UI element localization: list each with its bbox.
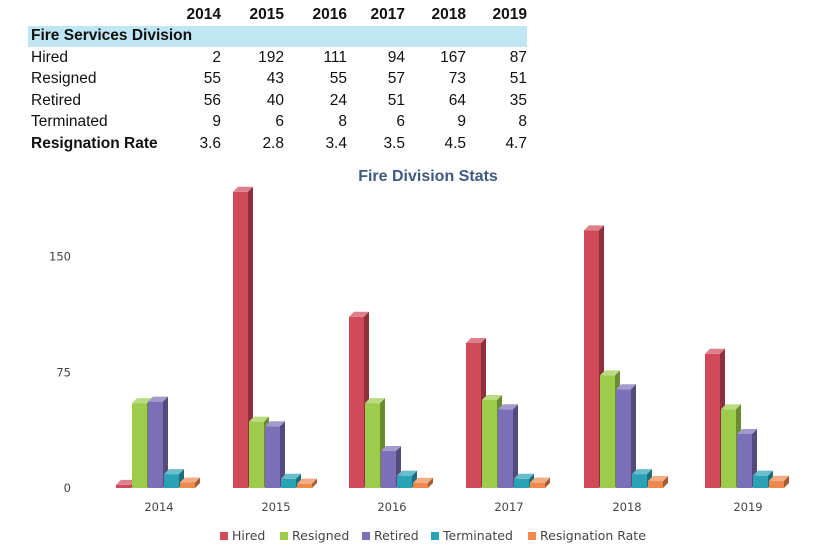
table-cell: 51	[387, 91, 405, 109]
table-cell: 43	[266, 70, 284, 88]
legend-item: Retired	[362, 528, 419, 543]
legend-item: Terminated	[431, 528, 513, 543]
legend-swatch	[280, 532, 288, 540]
table-cell: 6	[275, 113, 284, 131]
bar	[769, 475, 789, 488]
table-cell: 55	[203, 70, 221, 88]
legend-label: Terminated	[442, 528, 513, 543]
table-cell: 57	[387, 70, 405, 88]
legend-item: Hired	[220, 528, 265, 543]
row-label: Hired	[31, 48, 69, 66]
y-tick-label: 75	[56, 365, 71, 379]
y-tick-label: 0	[64, 481, 71, 495]
year-header: 2018	[431, 5, 466, 23]
legend-label: Hired	[232, 528, 265, 543]
table-cell: 73	[448, 70, 466, 88]
bar	[265, 421, 285, 488]
x-tick-label: 2018	[612, 500, 641, 514]
row-label: Resigned	[31, 70, 97, 88]
table-cell: 167	[440, 48, 466, 66]
table-cell: 9	[457, 113, 466, 131]
table-cell: 40	[266, 91, 284, 109]
row-label: Terminated	[31, 113, 108, 131]
x-tick-label: 2015	[261, 500, 290, 514]
stats-table: 2014 2015 2016 2017 2018 2019 Fire Servi…	[28, 4, 527, 155]
table-cell: 3.4	[325, 134, 347, 152]
table-cell: 87	[509, 48, 527, 66]
table-cell: 6	[396, 113, 405, 131]
year-header: 2016	[312, 5, 347, 23]
year-header: 2019	[492, 5, 527, 23]
table-cell: 55	[329, 70, 347, 88]
table-corner	[28, 4, 158, 26]
legend: Hired Resigned Retired Terminated Resignatio…	[220, 528, 646, 543]
table-cell: 3.6	[199, 134, 221, 152]
legend-label: Resignation Rate	[540, 528, 646, 543]
table-row: Resignation Rate 3.6 2.8 3.4 3.5 4.5 4.7	[28, 133, 527, 155]
bar	[753, 470, 773, 488]
row-label: Retired	[31, 91, 81, 109]
table-row: Retired 56 40 24 51 64 35	[28, 90, 527, 112]
x-tick-label: 2014	[144, 500, 173, 514]
bar	[413, 477, 433, 488]
legend-label: Retired	[374, 528, 419, 543]
table-cell: 8	[518, 113, 527, 131]
table-cell: 35	[509, 91, 527, 109]
table-cell: 2	[212, 48, 221, 66]
table-cell: 9	[212, 113, 221, 131]
table-cell: 94	[387, 48, 405, 66]
table-cell: 3.5	[383, 134, 405, 152]
legend-item: Resignation Rate	[528, 528, 646, 543]
y-tick-label: 150	[49, 250, 71, 264]
legend-swatch	[431, 532, 439, 540]
bar	[148, 396, 168, 488]
legend-item: Resigned	[280, 528, 349, 543]
bar	[616, 384, 636, 488]
bar	[530, 477, 550, 488]
x-tick-label: 2017	[494, 500, 523, 514]
legend-swatch	[220, 532, 228, 540]
bar	[498, 404, 518, 488]
bar	[180, 477, 200, 488]
x-axis: 2014 2015 2016 2017 2018 2019	[144, 500, 762, 514]
row-label: Resignation Rate	[31, 134, 158, 152]
bar	[297, 478, 317, 488]
year-header: 2015	[249, 5, 284, 23]
bar	[233, 186, 253, 488]
division-title: Fire Services Division	[28, 25, 527, 47]
chart-title: Fire Division Stats	[358, 168, 498, 185]
division-header-row: Fire Services Division	[28, 25, 527, 47]
table-cell: 192	[258, 48, 284, 66]
table-cell: 111	[323, 48, 347, 66]
table-row: Resigned 55 43 55 57 73 51	[28, 69, 527, 91]
table-cell: 4.7	[505, 134, 527, 152]
year-header-row: 2014 2015 2016 2017 2018 2019	[28, 4, 527, 26]
table-row: Hired 2 192 111 94 167 87	[28, 47, 527, 69]
legend-label: Resigned	[292, 528, 349, 543]
legend-swatch	[362, 532, 370, 540]
y-axis: 0 75 150	[49, 250, 71, 495]
table-cell: 64	[448, 91, 466, 109]
table-cell: 8	[338, 113, 347, 131]
year-header: 2014	[186, 5, 221, 23]
table-cell: 51	[509, 70, 527, 88]
table-row: Terminated 9 6 8 6 9 8	[28, 112, 527, 134]
table-cell: 24	[329, 91, 347, 109]
table-cell: 2.8	[262, 134, 284, 152]
bars	[116, 186, 789, 488]
legend-swatch	[528, 532, 536, 540]
bar	[381, 445, 401, 488]
year-header: 2017	[370, 5, 405, 23]
x-tick-label: 2016	[377, 500, 406, 514]
table-cell: 56	[203, 91, 221, 109]
x-tick-label: 2019	[733, 500, 762, 514]
bar	[648, 476, 668, 488]
table-cell: 4.5	[444, 134, 466, 152]
